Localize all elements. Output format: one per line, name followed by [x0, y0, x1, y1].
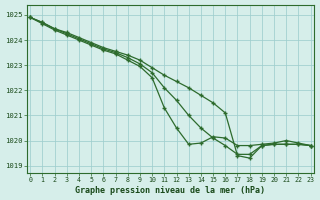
X-axis label: Graphe pression niveau de la mer (hPa): Graphe pression niveau de la mer (hPa): [76, 186, 265, 195]
